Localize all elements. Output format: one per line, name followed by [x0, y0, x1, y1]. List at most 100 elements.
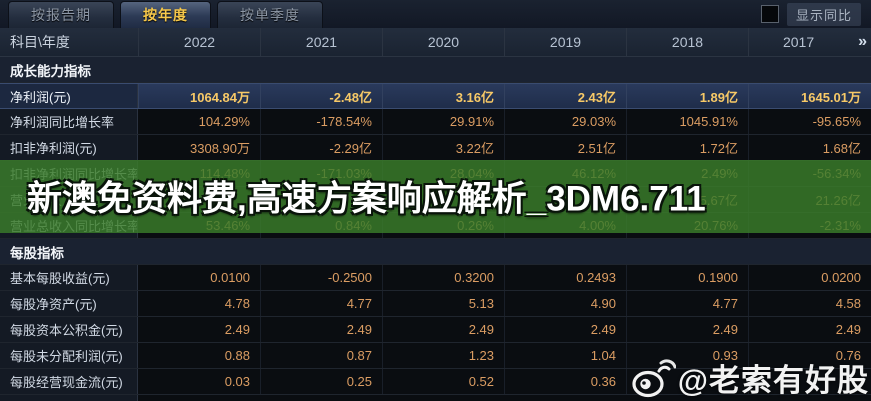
- cell-value: 21.26亿: [748, 187, 871, 212]
- table-row-net-profit-yoy[interactable]: 净利润同比增长率 104.29% -178.54% 29.91% 29.03% …: [0, 109, 871, 135]
- row-label: 净利润(元): [0, 84, 138, 108]
- cell-value: 1.68亿: [748, 135, 871, 160]
- cell-value: 29.03%: [504, 109, 626, 134]
- cell-value: -2.29亿: [260, 135, 382, 160]
- year-header[interactable]: 2019: [504, 28, 626, 56]
- year-header[interactable]: 2020: [382, 28, 504, 56]
- period-tabbar: 按报告期 按年度 按单季度 显示同比: [0, 0, 871, 28]
- year-header[interactable]: 2017: [782, 34, 815, 50]
- cell-value: 114.48%: [138, 161, 260, 186]
- cell-value: 0.03: [138, 369, 260, 394]
- cell-value: 4.58: [748, 291, 871, 316]
- table-row-operating-cashflow-per-share[interactable]: 每股经营现金流(元) 0.03 0.25 0.52 0.36: [0, 369, 871, 395]
- tab-by-single-quarter[interactable]: 按单季度: [217, 1, 323, 28]
- row-label: 每股资本公积金(元): [0, 317, 138, 342]
- tab-by-report-period[interactable]: 按报告期: [8, 1, 114, 28]
- show-yoy-label: 显示同比: [786, 2, 861, 26]
- cell-value: 0.52: [382, 369, 504, 394]
- cell-value: [138, 187, 260, 212]
- cell-value: 2.49: [138, 317, 260, 342]
- row-label: 每股经营现金流(元): [0, 369, 138, 394]
- cell-value: 4.77: [260, 291, 382, 316]
- cell-value: 5.13: [382, 291, 504, 316]
- cell-value: [260, 187, 382, 212]
- cell-value: 0.2493: [504, 265, 626, 290]
- table-row-total-revenue-yoy[interactable]: 营业总收入同比增长率 53.46% 0.84% 0.26% 4.00% 20.7…: [0, 213, 871, 239]
- row-label: 营业总收入(元): [0, 187, 138, 212]
- table-row-undistributed-profit-per-share[interactable]: 每股未分配利润(元) 0.88 0.87 1.23 1.04 0.93 0.76: [0, 343, 871, 369]
- section-title: 成长能力指标: [0, 57, 871, 82]
- table-header-row: 科目\年度 2022 2021 2020 2019 2018 2017 »: [0, 28, 871, 57]
- row-label: 营业总收入同比增长率: [0, 213, 138, 238]
- table-row-net-profit[interactable]: 净利润(元) 1064.84万 -2.48亿 3.16亿 2.43亿 1.89亿…: [0, 83, 871, 109]
- cell-value: 3.22亿: [382, 135, 504, 160]
- year-header[interactable]: 2021: [260, 28, 382, 56]
- cell-value: 0.84%: [260, 213, 382, 238]
- cell-value: -95.65%: [748, 109, 871, 134]
- cell-value: [748, 369, 871, 394]
- table-row-deducted-net-profit-yoy[interactable]: 扣非净利润同比增长率 114.48% -171.03% 28.04% 46.12…: [0, 161, 871, 187]
- cell-value: 2.51亿: [504, 135, 626, 160]
- cell-value: 29.91%: [382, 109, 504, 134]
- cell-value: 0.93: [626, 343, 748, 368]
- cell-value: 4.00%: [504, 213, 626, 238]
- cell-value: 2.49%: [626, 161, 748, 186]
- table-row-total-revenue[interactable]: 营业总收入(元) 25.67亿 21.26亿: [0, 187, 871, 213]
- show-yoy-checkbox[interactable]: [760, 5, 779, 23]
- cell-value: 53.46%: [138, 213, 260, 238]
- row-label: 每股未分配利润(元): [0, 343, 138, 368]
- row-label: 扣非净利润同比增长率: [0, 161, 138, 186]
- cell-value: 4.90: [504, 291, 626, 316]
- cell-value: 0.26%: [382, 213, 504, 238]
- cell-value: 104.29%: [138, 109, 260, 134]
- cell-value: 0.1900: [626, 265, 748, 290]
- show-yoy-control: 显示同比: [760, 2, 861, 26]
- section-row-growth: 成长能力指标: [0, 57, 871, 83]
- year-header[interactable]: 2022: [138, 28, 260, 56]
- cell-value: 4.78: [138, 291, 260, 316]
- cell-value: 25.67亿: [626, 187, 748, 212]
- cell-value: 0.25: [260, 369, 382, 394]
- table-row-deducted-net-profit[interactable]: 扣非净利润(元) 3308.90万 -2.29亿 3.22亿 2.51亿 1.7…: [0, 135, 871, 161]
- financial-table: 科目\年度 2022 2021 2020 2019 2018 2017 » 成长…: [0, 28, 871, 401]
- cell-value: 2.49: [504, 317, 626, 342]
- corner-header: 科目\年度: [10, 34, 70, 50]
- cell-value: [504, 187, 626, 212]
- cell-value: 1.72亿: [626, 135, 748, 160]
- section-title: 每股指标: [0, 239, 871, 264]
- cell-value: 1645.01万: [748, 84, 871, 108]
- more-years-icon[interactable]: »: [858, 33, 867, 50]
- cell-value: 2.49: [748, 317, 871, 342]
- cell-value: 0.87: [260, 343, 382, 368]
- cell-value: 0.0200: [748, 265, 871, 290]
- row-label: 每股净资产(元): [0, 291, 138, 316]
- cell-value: 2.43亿: [504, 84, 626, 108]
- cell-value: 1.89亿: [626, 84, 748, 108]
- cell-value: -178.54%: [260, 109, 382, 134]
- cell-value: 0.76: [748, 343, 871, 368]
- cell-value: [382, 187, 504, 212]
- cell-value: 0.36: [504, 369, 626, 394]
- cell-value: 0.0100: [138, 265, 260, 290]
- cell-value: -2.31%: [748, 213, 871, 238]
- year-header-last: 2017 »: [748, 28, 871, 56]
- cell-value: 0.88: [138, 343, 260, 368]
- cell-value: 4.77: [626, 291, 748, 316]
- tab-by-year[interactable]: 按年度: [120, 1, 211, 28]
- cell-value: 0.3200: [382, 265, 504, 290]
- table-row-capital-reserve-per-share[interactable]: 每股资本公积金(元) 2.49 2.49 2.49 2.49 2.49 2.49: [0, 317, 871, 343]
- year-header[interactable]: 2018: [626, 28, 748, 56]
- cell-value: 3308.90万: [138, 135, 260, 160]
- cell-value: 28.04%: [382, 161, 504, 186]
- cell-value: 2.49: [260, 317, 382, 342]
- partial-next-row: [0, 395, 871, 401]
- cell-value: 2.49: [382, 317, 504, 342]
- table-row-nav-per-share[interactable]: 每股净资产(元) 4.78 4.77 5.13 4.90 4.77 4.58: [0, 291, 871, 317]
- cell-value: [626, 369, 748, 394]
- row-label: 净利润同比增长率: [0, 109, 138, 134]
- table-row-basic-eps[interactable]: 基本每股收益(元) 0.0100 -0.2500 0.3200 0.2493 0…: [0, 265, 871, 291]
- row-label: 基本每股收益(元): [0, 265, 138, 290]
- cell-value: 1.04: [504, 343, 626, 368]
- cell-value: 1045.91%: [626, 109, 748, 134]
